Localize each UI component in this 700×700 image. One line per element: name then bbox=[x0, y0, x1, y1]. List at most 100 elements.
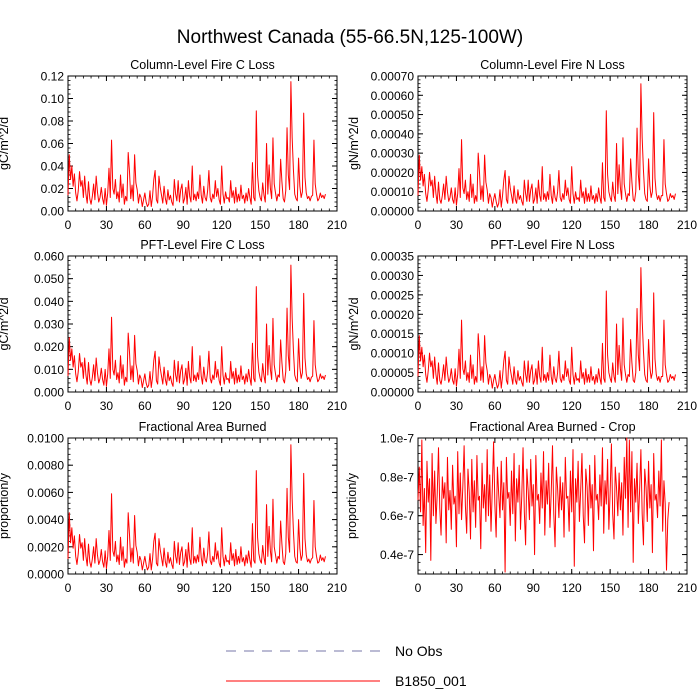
y-tick-label: 0.00060 bbox=[371, 89, 415, 103]
x-tick-label: 0 bbox=[65, 581, 72, 595]
x-tick-label: 90 bbox=[177, 399, 191, 413]
y-axis-label: gC/m^2/d bbox=[0, 297, 11, 350]
panel-title: Fractional Area Burned - Crop bbox=[469, 420, 635, 434]
y-tick-label: 0.10 bbox=[41, 92, 65, 106]
y-tick-label: 0.06 bbox=[41, 137, 65, 151]
x-tick-label: 60 bbox=[488, 581, 502, 595]
y-tick-label: 0.060 bbox=[34, 250, 64, 264]
x-tick-label: 0 bbox=[415, 399, 422, 413]
y-tick-label: 0.00005 bbox=[371, 366, 415, 380]
y-axis-label: proportion/y bbox=[345, 472, 359, 539]
y-tick-label: 0.00020 bbox=[371, 166, 415, 180]
legend: No Obs B1850_001 bbox=[226, 643, 467, 689]
x-tick-label: 30 bbox=[100, 399, 114, 413]
y-tick-label: 0.00010 bbox=[371, 185, 415, 199]
x-tick-label: 150 bbox=[600, 218, 620, 232]
x-tick-label: 0 bbox=[415, 581, 422, 595]
x-tick-label: 120 bbox=[212, 218, 232, 232]
x-tick-label: 30 bbox=[450, 218, 464, 232]
y-tick-label: 0.0060 bbox=[27, 486, 64, 500]
chart-panel-6: 0 30 60 90 120 150 180 210 0.4e-7 0.6e-7 0.8e-7 1.0… bbox=[345, 420, 697, 595]
y-tick-label: 0.08 bbox=[41, 115, 65, 129]
x-tick-label: 150 bbox=[250, 218, 270, 232]
x-tick-label: 150 bbox=[600, 581, 620, 595]
x-tick-label: 60 bbox=[138, 218, 152, 232]
y-tick-label: 0.00035 bbox=[371, 250, 415, 264]
x-tick-label: 210 bbox=[677, 581, 697, 595]
panel-title: Column-Level Fire C Loss bbox=[130, 58, 275, 72]
y-tick-label: 0.4e-7 bbox=[380, 548, 414, 562]
x-tick-label: 120 bbox=[562, 399, 582, 413]
x-tick-label: 150 bbox=[600, 399, 620, 413]
x-tick-label: 30 bbox=[100, 218, 114, 232]
panel-title: Fractional Area Burned bbox=[139, 420, 267, 434]
x-tick-label: 180 bbox=[639, 218, 659, 232]
chart-panel-2: 0 30 60 90 120 150 180 210 0.00000 0.00010 0.00020… bbox=[347, 58, 697, 232]
series-line-b1850 bbox=[417, 437, 670, 573]
plot-frame bbox=[417, 255, 688, 393]
x-tick-label: 90 bbox=[177, 218, 191, 232]
y-tick-label: 0.0100 bbox=[27, 432, 64, 446]
series-line-b1850 bbox=[417, 267, 676, 389]
y-tick-label: 0.04 bbox=[41, 160, 65, 174]
x-tick-label: 60 bbox=[138, 399, 152, 413]
y-tick-label: 0.00015 bbox=[371, 327, 415, 341]
y-tick-label: 0.6e-7 bbox=[380, 509, 414, 523]
x-tick-label: 180 bbox=[639, 399, 659, 413]
x-tick-label: 0 bbox=[65, 218, 72, 232]
x-tick-label: 30 bbox=[450, 399, 464, 413]
chart-panel-1: 0 30 60 90 120 150 180 210 0.00 0.02 0.04 0.06 0.08 0… bbox=[0, 58, 347, 232]
plot-frame bbox=[417, 75, 688, 212]
x-tick-label: 60 bbox=[138, 581, 152, 595]
y-tick-label: 0.00040 bbox=[371, 127, 415, 141]
x-tick-label: 120 bbox=[212, 581, 232, 595]
plot-frame bbox=[67, 75, 338, 212]
plot-frame bbox=[417, 437, 688, 575]
x-tick-label: 210 bbox=[677, 399, 697, 413]
legend-b1850-label: B1850_001 bbox=[395, 673, 467, 689]
x-tick-label: 180 bbox=[289, 581, 309, 595]
x-tick-label: 60 bbox=[488, 399, 502, 413]
y-tick-label: 0.000 bbox=[34, 386, 64, 400]
x-tick-label: 0 bbox=[415, 218, 422, 232]
x-tick-label: 150 bbox=[250, 581, 270, 595]
x-tick-label: 150 bbox=[250, 399, 270, 413]
panels-group: 0 30 60 90 120 150 180 210 0.00 0.02 0.04 0.06 0.08 0… bbox=[0, 58, 697, 595]
x-tick-label: 120 bbox=[562, 581, 582, 595]
figure-title: Northwest Canada (55-66.5N,125-100W) bbox=[177, 27, 523, 48]
y-tick-label: 0.0000 bbox=[27, 568, 64, 582]
series-line-b1850 bbox=[67, 444, 326, 571]
y-tick-label: 0.00030 bbox=[371, 269, 415, 283]
x-tick-label: 210 bbox=[677, 218, 697, 232]
y-tick-label: 0.00050 bbox=[371, 108, 415, 122]
y-tick-label: 1.0e-7 bbox=[380, 432, 414, 446]
y-tick-label: 0.0020 bbox=[27, 540, 64, 554]
panel-title: Column-Level Fire N Loss bbox=[480, 58, 625, 72]
panel-title: PFT-Level Fire C Loss bbox=[140, 238, 264, 252]
plot-frame bbox=[67, 255, 338, 393]
x-tick-label: 30 bbox=[450, 581, 464, 595]
y-tick-label: 0.00025 bbox=[371, 288, 415, 302]
y-tick-label: 0.050 bbox=[34, 272, 64, 286]
y-tick-label: 0.040 bbox=[34, 295, 64, 309]
y-tick-label: 0.020 bbox=[34, 340, 64, 354]
x-tick-label: 0 bbox=[65, 399, 72, 413]
panel-title: PFT-Level Fire N Loss bbox=[490, 238, 614, 252]
x-tick-label: 30 bbox=[100, 581, 114, 595]
legend-no-obs-label: No Obs bbox=[395, 643, 442, 659]
chart-panel-4: 0 30 60 90 120 150 180 210 0.00000 0.00005 0.00010… bbox=[347, 238, 697, 413]
x-tick-label: 60 bbox=[488, 218, 502, 232]
x-tick-label: 180 bbox=[639, 581, 659, 595]
plot-frame bbox=[67, 437, 338, 575]
y-tick-label: 0.8e-7 bbox=[380, 470, 414, 484]
x-tick-label: 90 bbox=[177, 581, 191, 595]
y-tick-label: 0.12 bbox=[41, 70, 65, 84]
y-tick-label: 0.00000 bbox=[371, 205, 415, 219]
y-tick-label: 0.030 bbox=[34, 318, 64, 332]
y-tick-label: 0.00020 bbox=[371, 308, 415, 322]
y-tick-label: 0.00 bbox=[41, 205, 65, 219]
x-tick-label: 180 bbox=[289, 399, 309, 413]
y-tick-label: 0.00010 bbox=[371, 347, 415, 361]
x-tick-label: 210 bbox=[327, 581, 347, 595]
